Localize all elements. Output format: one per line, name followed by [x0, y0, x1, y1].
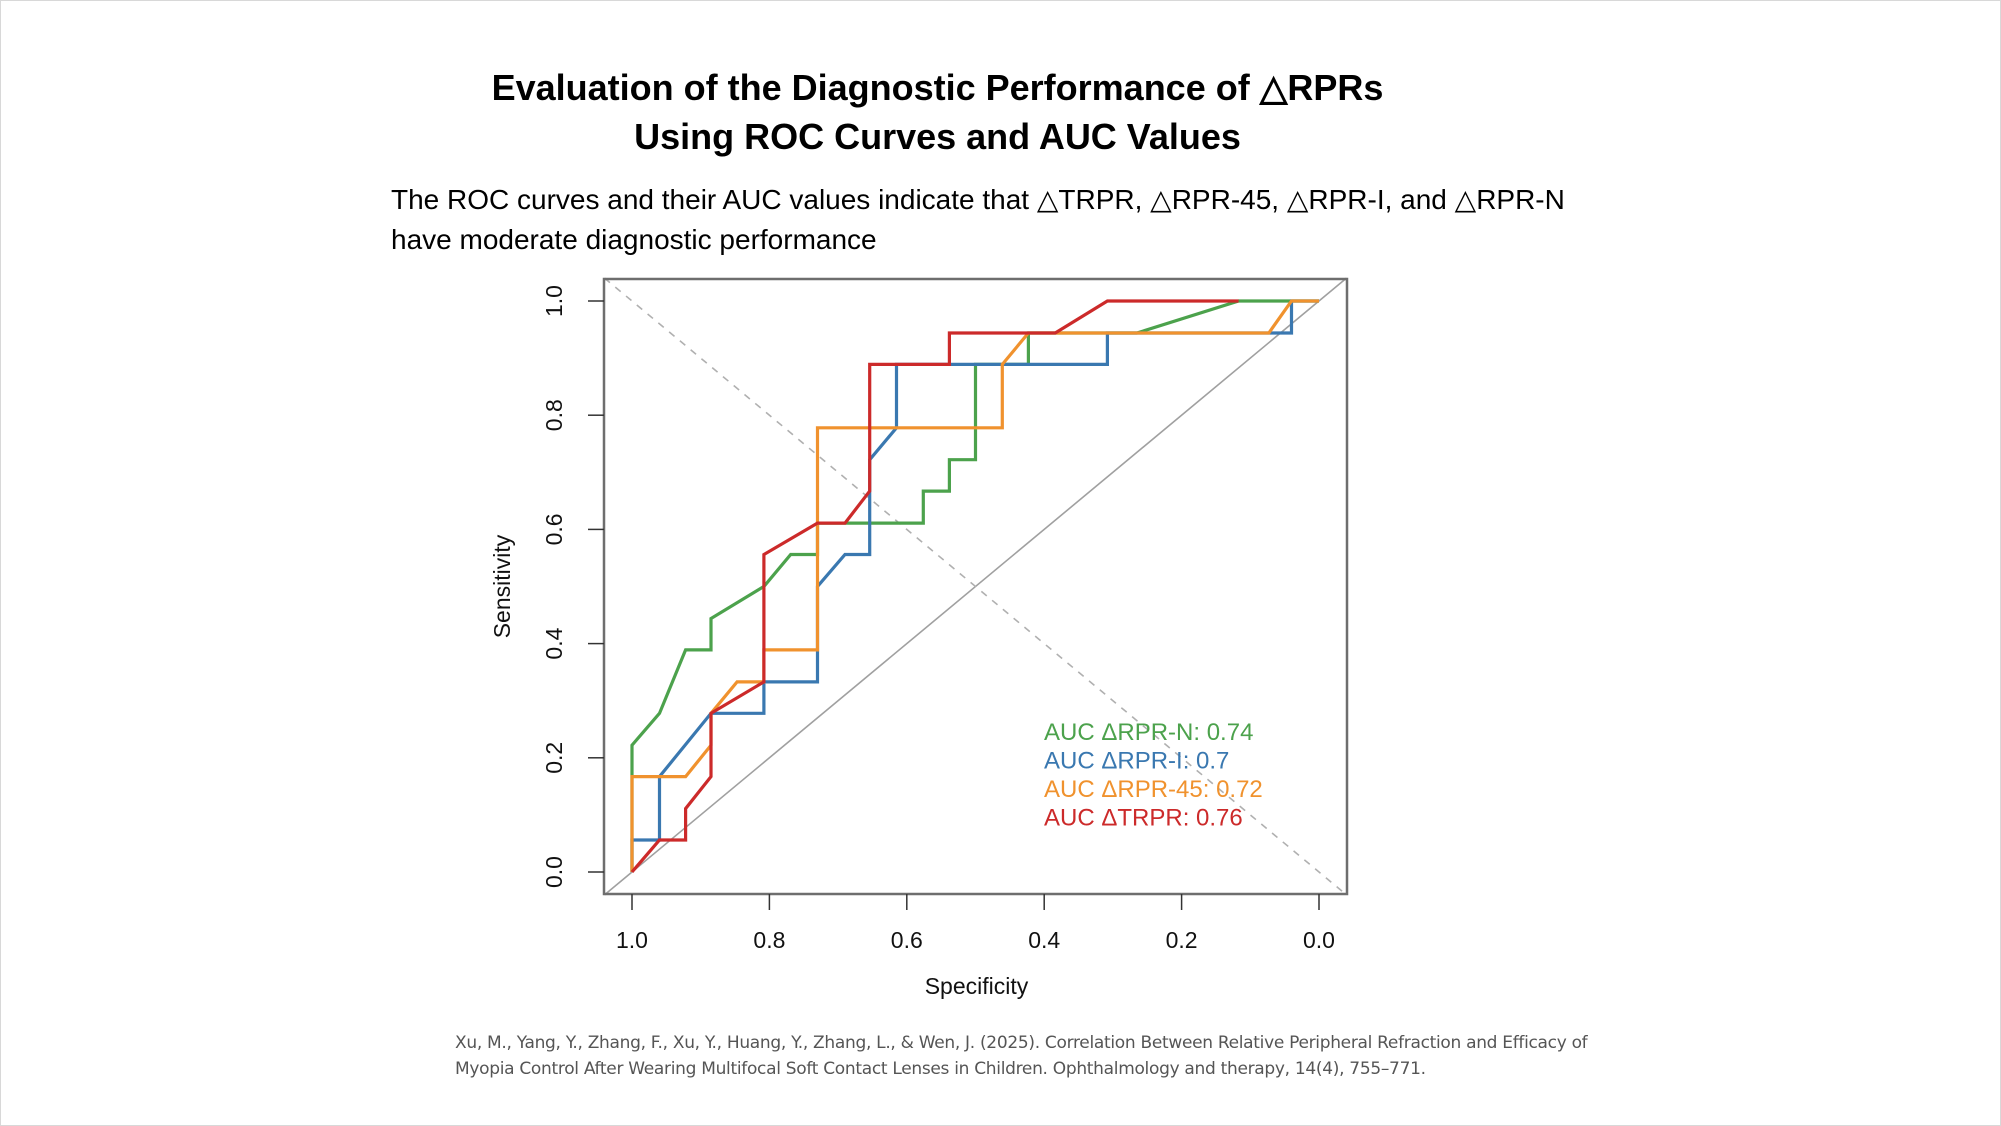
x-tick-label: 0.8: [753, 927, 785, 953]
x-tick-label: 0.6: [891, 927, 923, 953]
y-axis: 0.0 0.2 0.4 0.6 0.8 1.0: [541, 285, 604, 888]
x-tick-label: 0.2: [1166, 927, 1198, 953]
y-axis-title: Sensitivity: [489, 534, 515, 638]
y-tick-label: 0.4: [541, 627, 567, 659]
subtitle-line1: The ROC curves and their AUC values indi…: [391, 184, 1565, 215]
slide-title-line1: Evaluation of the Diagnostic Performance…: [491, 67, 1384, 108]
subtitle-line2: have moderate diagnostic performance: [391, 224, 877, 255]
x-tick-label: 1.0: [616, 927, 648, 953]
citation: Xu, M., Yang, Y., Zhang, F., Xu, Y., Hua…: [455, 1030, 1755, 1082]
y-tick-label: 0.2: [541, 742, 567, 774]
legend-entry: AUC ΔTRPR: 0.76: [1044, 805, 1243, 832]
roc-curve-rpr-45: [630, 299, 1319, 872]
citation-line1: Xu, M., Yang, Y., Zhang, F., Xu, Y., Hua…: [455, 1033, 1588, 1053]
x-tick-label: 0.4: [1028, 927, 1060, 953]
x-axis-title: Specificity: [925, 973, 1029, 999]
x-tick-label: 0.0: [1303, 927, 1335, 953]
anti-diagonal-line: [604, 277, 1347, 896]
reference-lines: [604, 277, 1347, 896]
y-tick-label: 0.8: [541, 399, 567, 431]
y-tick-label: 1.0: [541, 285, 567, 317]
roc-curves: [630, 299, 1319, 874]
legend-entry: AUC ΔRPR-I: 0.7: [1044, 748, 1229, 775]
roc-curve-rpr-n: [630, 299, 1319, 872]
slide-title-line2: Using ROC Curves and AUC Values: [634, 116, 1241, 157]
roc-curve-trpr: [630, 299, 1239, 874]
legend-entry: AUC ΔRPR-45: 0.72: [1044, 776, 1263, 803]
legend-entry: AUC ΔRPR-N: 0.74: [1044, 719, 1253, 746]
citation-line2: Myopia Control After Wearing Multifocal …: [455, 1059, 1426, 1079]
x-axis: 1.0 0.8 0.6 0.4 0.2 0.0: [616, 894, 1335, 953]
slide-subtitle: The ROC curves and their AUC values indi…: [391, 180, 1641, 260]
y-tick-label: 0.6: [541, 513, 567, 545]
y-tick-label: 0.0: [541, 856, 567, 888]
plot-border: [602, 277, 1349, 896]
